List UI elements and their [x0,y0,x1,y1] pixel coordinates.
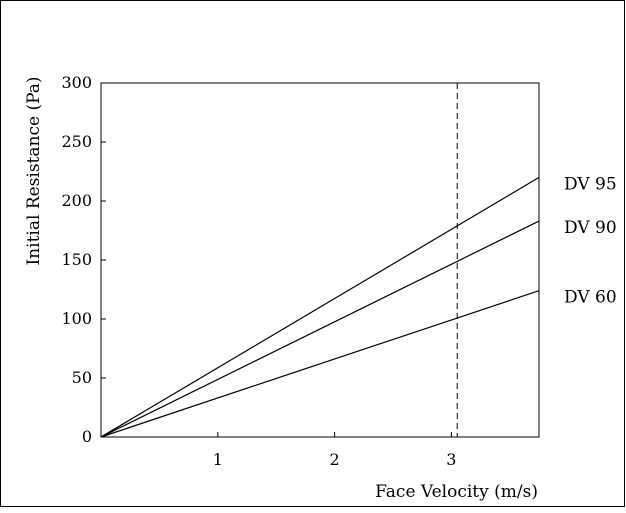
x-tick-label: 2 [330,450,340,469]
series-label: DV 60 [564,288,617,308]
plot-area-border [100,82,540,438]
y-tick-label: 100 [61,309,92,328]
y-tick-label: 300 [61,73,92,92]
y-tick-label: 0 [82,427,92,446]
y-tick-label: 250 [61,132,92,151]
series-label: DV 95 [564,174,617,194]
y-tick-label: 200 [61,191,92,210]
y-tick-label: 150 [61,250,92,269]
series-label: DV 90 [564,218,617,238]
x-tick-label: 1 [213,450,223,469]
series-line-dv-90 [100,220,540,438]
y-axis-title: Initial Resistance (Pa) [24,76,44,265]
x-axis-title: Face Velocity (m/s) [375,482,538,502]
series-line-dv-95 [100,176,540,438]
y-tick-label: 50 [72,368,92,387]
x-tick-label: 3 [446,450,456,469]
series-line-dv-60 [100,290,540,438]
